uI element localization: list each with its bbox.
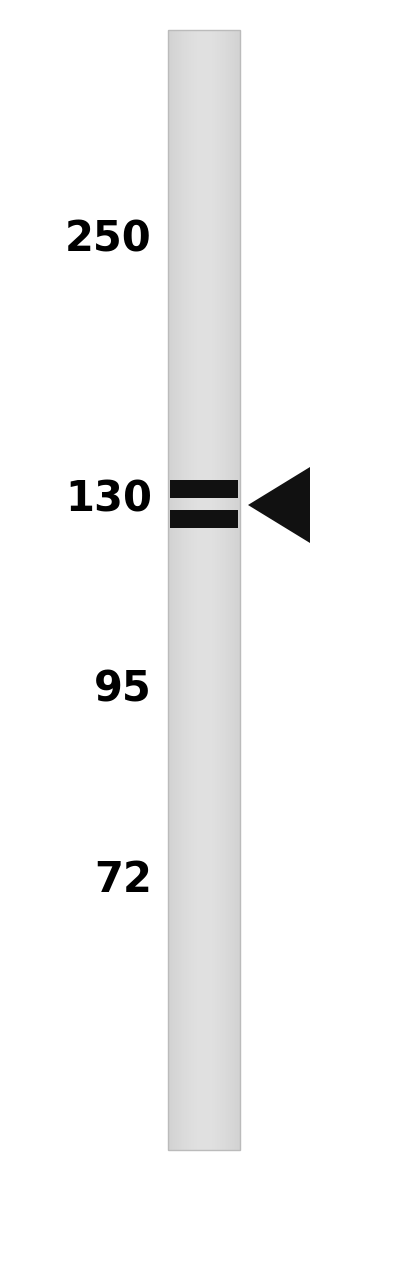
Bar [234,29,235,1149]
Bar [236,29,237,1149]
Polygon shape [247,467,309,543]
Bar [231,29,232,1149]
Bar [198,29,199,1149]
Bar [233,29,234,1149]
Bar [170,29,171,1149]
Text: 95: 95 [94,669,152,710]
Bar [184,29,186,1149]
Bar [197,29,198,1149]
Bar [169,29,170,1149]
Bar [210,29,211,1149]
Bar [207,29,208,1149]
Bar [199,29,200,1149]
Bar [189,29,190,1149]
Bar [172,29,173,1149]
Bar [237,29,238,1149]
Bar [175,29,176,1149]
Text: 250: 250 [65,219,152,261]
Bar [204,29,205,1149]
Bar [196,29,197,1149]
Bar [200,29,201,1149]
Bar [202,29,204,1149]
Bar [214,29,215,1149]
Bar [170,509,237,527]
Bar [171,29,172,1149]
Bar [219,29,220,1149]
Bar [216,29,217,1149]
Bar [180,29,181,1149]
Bar [191,29,192,1149]
Bar [192,29,193,1149]
Bar [222,29,223,1149]
Bar [173,29,174,1149]
Bar [213,29,214,1149]
Bar [226,29,227,1149]
Bar [232,29,233,1149]
Bar [178,29,179,1149]
Bar [186,29,187,1149]
Bar [177,29,178,1149]
Bar [228,29,229,1149]
Bar [208,29,209,1149]
Bar [211,29,213,1149]
Bar [181,29,182,1149]
Bar [221,29,222,1149]
Bar [182,29,183,1149]
Bar [217,29,218,1149]
Bar [183,29,184,1149]
Bar [238,29,239,1149]
Bar [179,29,180,1149]
Bar [168,29,169,1149]
Bar [176,29,177,1149]
Bar [225,29,226,1149]
Bar [218,29,219,1149]
Bar [187,29,188,1149]
Text: 72: 72 [94,859,152,901]
Text: 130: 130 [65,479,152,521]
Bar [193,29,195,1149]
Bar [235,29,236,1149]
Bar [224,29,225,1149]
Bar [223,29,224,1149]
Bar [229,29,230,1149]
Bar [227,29,228,1149]
Bar [215,29,216,1149]
Bar [195,29,196,1149]
Bar [205,29,206,1149]
Bar [201,29,202,1149]
Bar [230,29,231,1149]
Bar [206,29,207,1149]
Bar [209,29,210,1149]
Bar [170,480,237,498]
Bar [168,29,239,1149]
Bar [174,29,175,1149]
Bar [220,29,221,1149]
Bar [188,29,189,1149]
Bar [190,29,191,1149]
